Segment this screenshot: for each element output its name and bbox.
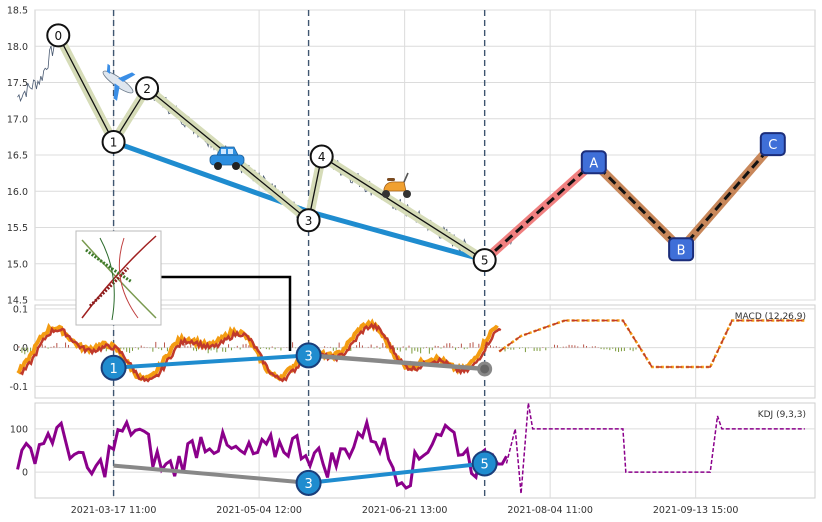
wave-point-label: 2	[143, 82, 151, 96]
projection-point-label: A	[589, 156, 598, 171]
y-tick-label: 15.0	[7, 259, 28, 270]
scooter-icon	[382, 172, 411, 198]
indicator-point-marker	[295, 469, 322, 496]
thumbnail-curve	[81, 239, 157, 319]
projection-band	[589, 157, 686, 254]
macd-gray-line	[308, 353, 485, 372]
macd-line-macd	[19, 321, 502, 383]
wave-point-marker	[309, 144, 334, 169]
y-tick-label: 16.0	[7, 187, 28, 198]
y-tick-label: 100	[10, 424, 28, 435]
x-tick-label: 2021-05-04 12:00	[216, 505, 302, 516]
y-tick-label: 18.0	[7, 42, 28, 53]
y-tick-label: 17.0	[7, 114, 28, 125]
macd-trend-line	[113, 353, 309, 370]
indicator-point-marker	[295, 342, 322, 369]
scooter-wheel	[382, 190, 390, 198]
airplane-wing	[113, 83, 120, 101]
projection-point-label: B	[677, 243, 686, 258]
indicator-point-marker	[100, 354, 127, 381]
y-tick-label: 18.5	[7, 6, 28, 17]
wave-point-marker	[46, 23, 71, 48]
thumbnail-curve	[99, 237, 115, 321]
wave-point-label: 4	[318, 150, 326, 164]
kdj-line	[16, 416, 508, 490]
x-tick-label: 2021-06-21 13:00	[362, 505, 448, 516]
scooter-body	[383, 181, 407, 192]
pattern-thumbnail	[75, 230, 292, 351]
airplane-icon	[102, 63, 136, 101]
thumbnail-curve	[118, 237, 139, 319]
projection-point-marker	[759, 132, 786, 157]
indicator-point-label: 3	[304, 349, 312, 364]
y-tick-label: 0.0	[13, 343, 28, 354]
thumbnail-curve	[88, 266, 130, 308]
airplane-wing	[118, 72, 136, 82]
scooter-seat	[387, 178, 395, 181]
airplane-tail	[106, 63, 111, 75]
y-tick-label: 16.5	[7, 151, 28, 162]
car-window	[228, 149, 233, 154]
projection-dashed-line	[483, 143, 774, 262]
wave-point-marker	[296, 208, 321, 233]
indicator-point-label: 3	[304, 477, 312, 492]
wave-point-marker	[472, 248, 497, 273]
y-tick-label: 15.5	[7, 223, 28, 234]
y-tick-label: 17.5	[7, 78, 28, 89]
scooter-handle	[403, 172, 409, 183]
panel-frame-macd	[34, 304, 816, 399]
kdj-projection-line	[505, 402, 805, 494]
macd-end-dot	[477, 361, 493, 377]
wave-point-label: 1	[110, 135, 118, 149]
car-wheel	[214, 162, 222, 170]
thumbnail-connector	[160, 275, 292, 351]
car-icon	[209, 146, 245, 170]
car-wheel	[232, 162, 240, 170]
x-tick-label: 2021-08-04 11:00	[507, 505, 593, 516]
kdj-trend-line	[308, 461, 485, 485]
x-tick-label: 2021-03-17 11:00	[71, 505, 157, 516]
gridlines	[35, 9, 815, 498]
thumbnail-curve	[85, 248, 133, 284]
wave-point-label: 5	[481, 254, 489, 268]
overlays-layer: 0 1 2 3 4 5 A B C 1 3 3 5	[46, 23, 786, 496]
wave-point-label: 3	[305, 214, 313, 228]
projection-point-marker	[668, 237, 695, 262]
macd-projection-macd	[498, 319, 805, 368]
projection-point-label: C	[768, 138, 777, 153]
indicator-point-marker	[471, 450, 498, 477]
macd-label: MACD (12,26,9)	[735, 312, 806, 322]
y-tick-label: 0	[22, 468, 28, 479]
indicator-point-label: 5	[481, 457, 489, 472]
car-roof	[216, 146, 239, 156]
macd-projection-signal	[498, 319, 805, 369]
indicator-point-label: 1	[109, 362, 117, 377]
kdj-gray-line	[113, 463, 309, 485]
wave-point-label: 0	[54, 29, 62, 43]
panel-frame-kdj	[34, 402, 816, 499]
wave-point-marker	[101, 129, 126, 154]
car-window	[221, 149, 226, 154]
wave-point-marker	[135, 76, 160, 101]
y-tick-label: 0.1	[13, 304, 28, 315]
y-tick-label: -0.1	[9, 382, 28, 393]
projection-point-marker	[580, 150, 607, 175]
tick-labels: 14.5 15.0 15.5 16.0 16.5 17.0 17.5 18.0 18.5 -0.1…	[7, 6, 739, 517]
x-tick-label: 2021-09-13 15:00	[653, 505, 739, 516]
kdj-label: KDJ (9,3,3)	[758, 410, 806, 420]
scooter-wheel	[403, 190, 411, 198]
y-tick-label: 14.5	[7, 296, 28, 307]
